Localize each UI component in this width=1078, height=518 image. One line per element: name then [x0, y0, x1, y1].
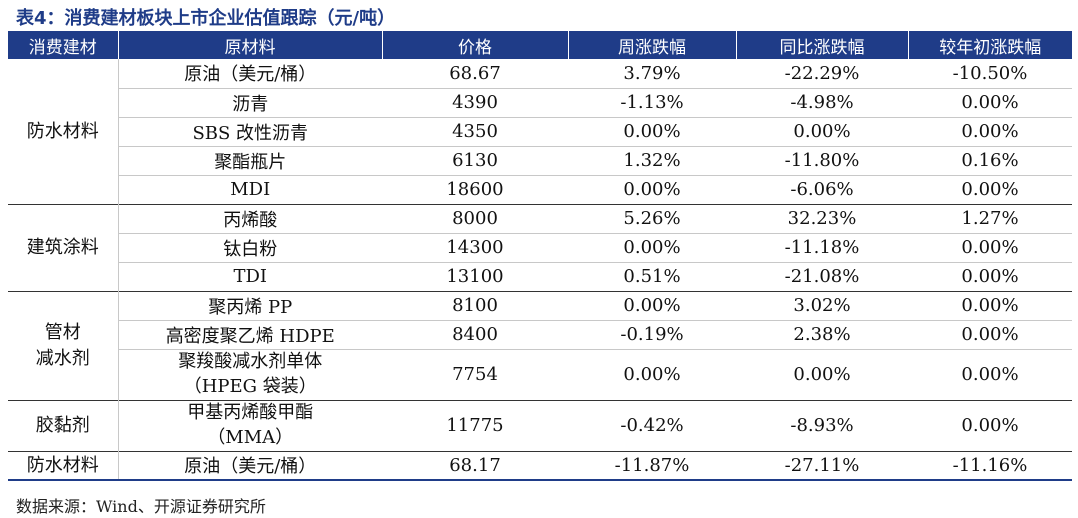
group-adhesive: 胶黏剂: [8, 400, 119, 451]
material-line1: 甲基丙烯酸甲酯: [187, 402, 314, 424]
header-weekly-change: 周涨跌幅: [567, 31, 736, 59]
weekly-change-cell: 0.00%: [623, 364, 681, 385]
header-category: 消费建材: [28, 37, 97, 58]
price-cell: 18600: [446, 179, 504, 200]
group-pipe-line1: 管材: [44, 322, 81, 344]
material-cell: 丙烯酸: [223, 209, 278, 231]
material-line2: （HPEG 袋装）: [183, 375, 317, 397]
table-row: 高密度聚乙烯 HDPE 8400 -0.19% 2.38% 0.00%: [8, 320, 1072, 349]
table-title: 表4：消费建材板块上市企业估值跟踪（元/吨）: [16, 8, 396, 29]
material-cell: 聚丙烯 PP: [208, 296, 293, 318]
material-cell: 聚羧酸减水剂单体 （HPEG 袋装）: [118, 349, 382, 400]
yoy-change-cell: 0.00%: [793, 364, 851, 385]
price-cell: 6130: [452, 150, 498, 171]
valuation-table: 消费建材 原材料 价格 周涨跌幅 同比涨跌幅 较年初涨跌幅 防水材料 原油（美元…: [8, 31, 1072, 481]
weekly-change-cell: 0.00%: [623, 121, 681, 142]
group-waterproof: 防水材料: [8, 59, 119, 204]
ytd-change-cell: 0.00%: [961, 121, 1019, 142]
price-cell: 4390: [452, 92, 498, 113]
weekly-change-cell: -0.19%: [620, 324, 684, 345]
weekly-change-cell: 0.00%: [623, 179, 681, 200]
material-cell: 钛白粉: [223, 238, 278, 260]
material-cell: 沥青: [232, 93, 269, 115]
weekly-change-cell: -1.13%: [620, 92, 684, 113]
table-row: 聚羧酸减水剂单体 （HPEG 袋装） 7754 0.00% 0.00% 0.00…: [8, 349, 1072, 400]
ytd-change-cell: -10.50%: [952, 62, 1028, 84]
price-cell: 4350: [452, 121, 498, 142]
weekly-change-cell: 3.79%: [623, 62, 681, 84]
weekly-change-cell: -0.42%: [620, 415, 684, 436]
yoy-change-cell: -8.93%: [790, 415, 854, 436]
weekly-change-cell: 0.00%: [623, 237, 681, 258]
table-row: 防水材料 原油（美元/桶） 68.67 3.79% -22.29% -10.50…: [8, 59, 1072, 204]
header-yoy-change: 同比涨跌幅: [735, 31, 908, 59]
weekly-change-cell: 1.32%: [623, 150, 681, 171]
price-cell: 13100: [446, 266, 504, 287]
price-cell: 68.67: [449, 62, 501, 84]
ytd-change-cell: 0.16%: [961, 150, 1019, 171]
group-pipe-line2: 减水剂: [35, 347, 90, 369]
group-pipe-admixture: 管材 减水剂: [8, 291, 119, 400]
weekly-change-cell: 0.51%: [623, 266, 681, 287]
yoy-change-cell: -6.06%: [790, 179, 854, 200]
weekly-change-cell: 0.00%: [623, 295, 681, 316]
weekly-change-cell: -11.87%: [614, 454, 690, 476]
table-row: 建筑涂料 丙烯酸 8000 5.26% 32.23% 1.27%: [8, 204, 1072, 291]
ytd-change-cell: 0.00%: [961, 324, 1019, 345]
price-cell: 14300: [446, 237, 504, 258]
table-row: 管材 减水剂 聚丙烯 PP 8100 0.00% 3.02% 0.00%: [8, 291, 1072, 400]
yoy-change-cell: -11.18%: [784, 237, 860, 258]
material-line2: （MMA）: [207, 426, 294, 448]
material-cell: MDI: [230, 179, 271, 200]
table-row: 钛白粉 14300 0.00% -11.18% 0.00%: [8, 233, 1072, 262]
table-row: 胶黏剂 甲基丙烯酸甲酯 （MMA） 11775 -0.42% -8.93% 0.…: [8, 400, 1072, 451]
ytd-change-cell: 0.00%: [961, 266, 1019, 287]
table-row: MDI 18600 0.00% -6.06% 0.00%: [8, 175, 1072, 204]
yoy-change-cell: 32.23%: [787, 208, 857, 229]
table-row: 防水材料 原油（美元/桶） 68.17 -11.87% -27.11% -11.…: [8, 451, 1072, 480]
ytd-change-cell: 0.00%: [961, 237, 1019, 258]
yoy-change-cell: 2.38%: [793, 324, 851, 345]
material-cell: 聚酯瓶片: [214, 151, 287, 173]
material-cell: 甲基丙烯酸甲酯 （MMA）: [118, 400, 382, 451]
yoy-change-cell: -22.29%: [784, 62, 860, 84]
group-waterproof-2: 防水材料: [8, 451, 119, 480]
material-cell: 原油（美元/桶）: [184, 64, 317, 86]
group-coating: 建筑涂料: [8, 204, 119, 291]
table-row: 沥青 4390 -1.13% -4.98% 0.00%: [8, 88, 1072, 117]
yoy-change-cell: -4.98%: [790, 92, 854, 113]
price-cell: 11775: [446, 415, 504, 436]
data-source-note: 数据来源：Wind、开源证券研究所: [16, 497, 266, 516]
header-ytd-change: 较年初涨跌幅: [907, 31, 1072, 59]
table-row: SBS 改性沥青 4350 0.00% 0.00% 0.00%: [8, 117, 1072, 146]
material-cell: TDI: [233, 266, 268, 287]
price-cell: 7754: [452, 364, 498, 385]
weekly-change-cell: 5.26%: [623, 208, 681, 229]
ytd-change-cell: 0.00%: [961, 364, 1019, 385]
yoy-change-cell: -21.08%: [784, 266, 860, 287]
material-line1: 聚羧酸减水剂单体: [178, 351, 323, 373]
price-cell: 8100: [452, 295, 498, 316]
material-cell: SBS 改性沥青: [192, 122, 309, 144]
ytd-change-cell: 0.00%: [961, 295, 1019, 316]
price-cell: 8000: [452, 208, 498, 229]
ytd-change-cell: 0.00%: [961, 92, 1019, 113]
price-cell: 68.17: [449, 454, 501, 476]
ytd-change-cell: -11.16%: [952, 454, 1028, 476]
material-cell: 原油（美元/桶）: [184, 456, 317, 478]
header-material: 原材料: [117, 31, 382, 59]
yoy-change-cell: 0.00%: [793, 121, 851, 142]
yoy-change-cell: -27.11%: [784, 454, 860, 476]
header-price: 价格: [381, 31, 568, 59]
yoy-change-cell: -11.80%: [784, 150, 860, 171]
ytd-change-cell: 0.00%: [961, 415, 1019, 436]
yoy-change-cell: 3.02%: [793, 295, 851, 316]
table-header-row: 消费建材 原材料 价格 周涨跌幅 同比涨跌幅 较年初涨跌幅: [8, 31, 1072, 59]
ytd-change-cell: 1.27%: [961, 208, 1019, 229]
price-cell: 8400: [452, 324, 498, 345]
table-row: TDI 13100 0.51% -21.08% 0.00%: [8, 262, 1072, 291]
material-cell: 高密度聚乙烯 HDPE: [165, 325, 335, 347]
table-row: 聚酯瓶片 6130 1.32% -11.80% 0.16%: [8, 146, 1072, 175]
ytd-change-cell: 0.00%: [961, 179, 1019, 200]
